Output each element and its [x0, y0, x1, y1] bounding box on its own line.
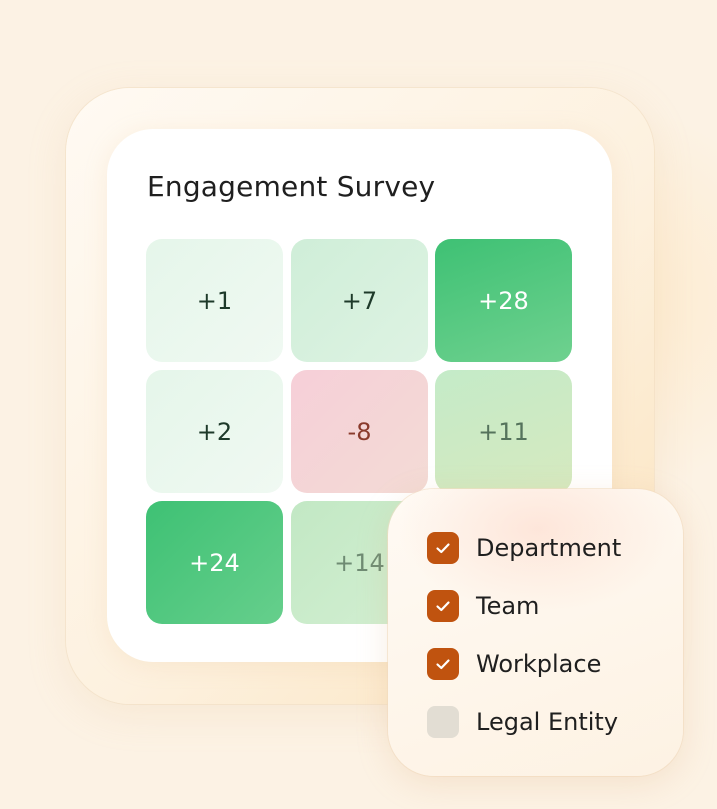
filter-label: Workplace [476, 650, 602, 678]
cell-value: +11 [478, 417, 529, 446]
heatmap-cell[interactable]: +24 [146, 501, 283, 624]
cell-value: +14 [334, 548, 385, 577]
filter-option-legal-entity[interactable]: Legal Entity [427, 706, 618, 738]
filter-option-team[interactable]: Team [427, 590, 539, 622]
cell-value: +7 [341, 286, 378, 315]
heatmap-cell[interactable]: -8 [291, 370, 428, 493]
filter-label: Legal Entity [476, 708, 619, 736]
check-icon [436, 543, 450, 554]
filter-label: Department [476, 534, 622, 562]
cell-value: +24 [189, 548, 240, 577]
cell-value: -8 [347, 417, 372, 446]
checkbox-checked[interactable] [427, 648, 459, 680]
cell-value: +1 [196, 286, 233, 315]
filter-option-department[interactable]: Department [427, 532, 621, 564]
heatmap-cell[interactable]: +28 [435, 239, 572, 362]
heatmap-cell[interactable]: +1 [146, 239, 283, 362]
filter-label: Team [476, 592, 540, 620]
checkbox-unchecked[interactable] [427, 706, 459, 738]
survey-title: Engagement Survey [147, 170, 436, 203]
checkbox-checked[interactable] [427, 590, 459, 622]
heatmap-cell[interactable]: +2 [146, 370, 283, 493]
cell-value: +2 [196, 417, 233, 446]
check-icon [436, 601, 450, 612]
heatmap-cell[interactable]: +7 [291, 239, 428, 362]
heatmap-cell[interactable]: +11 [435, 370, 572, 493]
filter-option-workplace[interactable]: Workplace [427, 648, 601, 680]
check-icon [436, 659, 450, 670]
cell-value: +28 [478, 286, 529, 315]
checkbox-checked[interactable] [427, 532, 459, 564]
